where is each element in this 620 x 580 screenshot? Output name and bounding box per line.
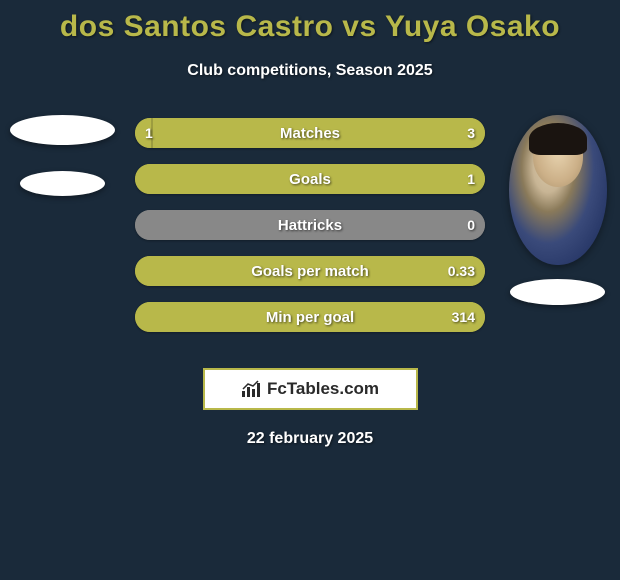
stat-bars: Matches13Goals1Hattricks0Goals per match… [135, 118, 485, 348]
subtitle: Club competitions, Season 2025 [0, 62, 620, 80]
stat-bar-row: Min per goal314 [135, 302, 485, 332]
player-right-avatar [509, 115, 607, 265]
chart-icon [241, 380, 261, 398]
comparison-area: Matches13Goals1Hattricks0Goals per match… [0, 110, 620, 350]
player-left-avatar-placeholder-1 [10, 115, 115, 145]
bar-label: Min per goal [135, 302, 485, 332]
bar-label: Hattricks [135, 210, 485, 240]
bar-value-right: 314 [452, 302, 475, 332]
player-right-name-placeholder [510, 279, 605, 305]
player-left-avatar-placeholder-2 [20, 171, 105, 196]
bar-value-right: 0 [467, 210, 475, 240]
stat-bar-row: Hattricks0 [135, 210, 485, 240]
bar-value-left: 1 [145, 118, 153, 148]
stat-bar-row: Matches1 3 [135, 118, 485, 148]
bar-value-right: 3 [467, 118, 475, 148]
stat-bar-row: Goals1 [135, 164, 485, 194]
bar-value-right: 1 [467, 164, 475, 194]
date-label: 22 february 2025 [0, 430, 620, 448]
stat-bar-row: Goals per match0.33 [135, 256, 485, 286]
page-title: dos Santos Castro vs Yuya Osako [0, 0, 620, 44]
bar-value-right: 0.33 [448, 256, 475, 286]
player-right-column [500, 115, 615, 305]
source-logo[interactable]: FcTables.com [203, 368, 418, 410]
player-left-column [5, 115, 120, 216]
logo-text: FcTables.com [267, 379, 379, 399]
bar-label: Matches [135, 118, 485, 148]
bar-label: Goals per match [135, 256, 485, 286]
bar-label: Goals [135, 164, 485, 194]
